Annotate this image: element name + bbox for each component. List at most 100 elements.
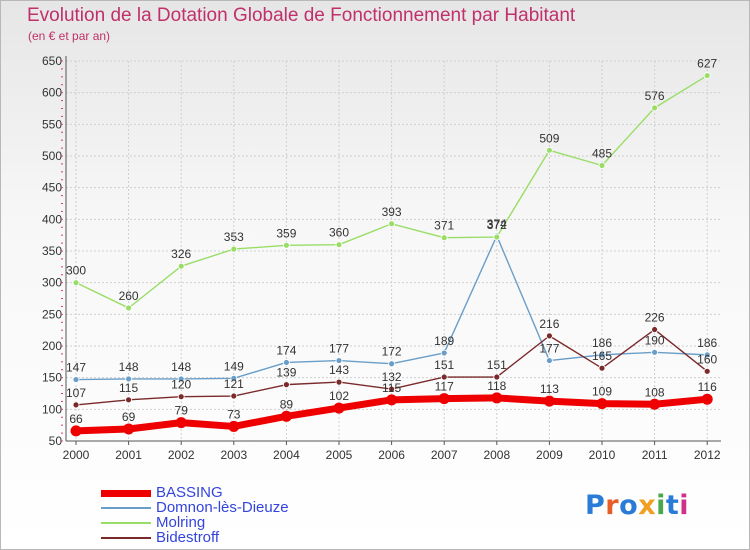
- data-point: [230, 245, 238, 253]
- data-label: 149: [224, 359, 244, 373]
- data-label: 177: [329, 342, 349, 356]
- data-label: 118: [487, 379, 506, 393]
- data-point: [649, 398, 661, 410]
- data-point: [440, 349, 448, 357]
- y-tick-label: 200: [42, 339, 62, 353]
- data-point: [125, 375, 132, 383]
- y-tick-label: 300: [42, 276, 62, 290]
- data-point: [493, 233, 501, 241]
- data-label: 115: [382, 381, 401, 395]
- data-label: 117: [435, 380, 454, 394]
- data-point: [335, 357, 343, 364]
- data-point: [493, 373, 501, 381]
- x-tick-label: 2011: [642, 448, 668, 462]
- legend-label: Domnon-lès-Dieuze: [156, 499, 289, 516]
- data-point: [228, 420, 240, 432]
- y-tick-label: 500: [42, 149, 62, 163]
- data-point: [491, 392, 503, 404]
- data-point: [175, 417, 187, 429]
- data-point: [335, 378, 343, 386]
- logo-letter: t: [665, 490, 680, 521]
- x-tick-label: 2012: [694, 448, 721, 462]
- legend-label: BASSING: [156, 484, 223, 501]
- data-point: [651, 348, 658, 356]
- data-point: [596, 398, 608, 410]
- data-point: [703, 367, 711, 375]
- data-point: [546, 146, 553, 154]
- data-point: [72, 279, 80, 287]
- series-lines: [70, 72, 713, 437]
- data-point: [598, 351, 606, 359]
- logo-letter: o: [619, 490, 639, 521]
- data-label: 151: [434, 358, 454, 372]
- data-point: [123, 423, 135, 435]
- data-point: [72, 401, 80, 409]
- x-tick-label: 2003: [220, 448, 247, 462]
- y-tick-label: 400: [42, 212, 62, 226]
- x-tick-label: 2001: [115, 448, 142, 462]
- data-label: 576: [645, 89, 665, 103]
- data-point: [177, 375, 185, 383]
- data-label: 79: [175, 404, 189, 418]
- y-tick-label: 550: [42, 117, 62, 131]
- data-label: 109: [592, 385, 612, 399]
- data-point: [703, 72, 711, 79]
- data-label: 66: [69, 412, 83, 426]
- data-point: [70, 425, 82, 437]
- data-point: [177, 262, 185, 270]
- y-tick-label: 650: [42, 54, 62, 68]
- data-point: [598, 364, 606, 372]
- data-label: 393: [382, 205, 402, 219]
- data-label: 115: [119, 381, 138, 395]
- data-label: 148: [119, 360, 139, 374]
- data-label: 160: [697, 352, 717, 366]
- data-point: [125, 304, 132, 312]
- data-point: [388, 360, 396, 368]
- data-label: 108: [645, 385, 665, 399]
- data-label: 190: [645, 333, 665, 347]
- logo-letter: r: [605, 490, 620, 521]
- x-tick-label: 2008: [483, 448, 510, 462]
- x-tick-label: 2002: [168, 448, 195, 462]
- data-label: 485: [592, 147, 612, 161]
- data-label: 102: [329, 389, 349, 403]
- data-label: 132: [382, 370, 402, 384]
- data-point: [546, 357, 553, 364]
- data-point: [388, 385, 396, 393]
- data-label: 300: [66, 264, 86, 278]
- data-point: [440, 373, 448, 381]
- data-label: 120: [171, 378, 191, 392]
- y-tick-label: 450: [42, 181, 62, 195]
- legend-label: Bidestroff: [156, 529, 220, 546]
- data-label: 143: [329, 363, 349, 377]
- y-tick-label: 350: [42, 244, 62, 258]
- data-label: 174: [276, 343, 296, 357]
- x-tick-label: 2006: [378, 448, 405, 462]
- data-point: [282, 359, 290, 366]
- data-label: 107: [66, 386, 86, 400]
- logo-letter: i: [679, 490, 690, 521]
- y-tick-label: 100: [42, 402, 62, 416]
- data-label: 360: [329, 226, 349, 240]
- data-label: 121: [224, 377, 244, 391]
- data-label: 372: [487, 218, 507, 232]
- data-label: 147: [66, 361, 86, 375]
- data-point: [598, 162, 606, 169]
- chart-subtitle: (en € et par an): [28, 29, 111, 43]
- data-point: [72, 376, 80, 383]
- data-label: 113: [540, 382, 559, 396]
- data-point: [388, 220, 396, 228]
- x-tick-label: 2007: [431, 448, 458, 462]
- data-point: [543, 395, 555, 407]
- data-label: 73: [227, 407, 241, 421]
- chart-title: Evolution de la Dotation Globale de Fonc…: [27, 5, 576, 26]
- data-label: 226: [645, 311, 665, 325]
- y-tick-label: 600: [42, 86, 62, 100]
- data-label: 186: [592, 336, 612, 350]
- data-label: 69: [122, 410, 136, 424]
- data-label: 371: [434, 219, 454, 233]
- x-tick-label: 2009: [536, 448, 563, 462]
- data-point: [333, 402, 345, 414]
- data-label: 139: [276, 366, 296, 380]
